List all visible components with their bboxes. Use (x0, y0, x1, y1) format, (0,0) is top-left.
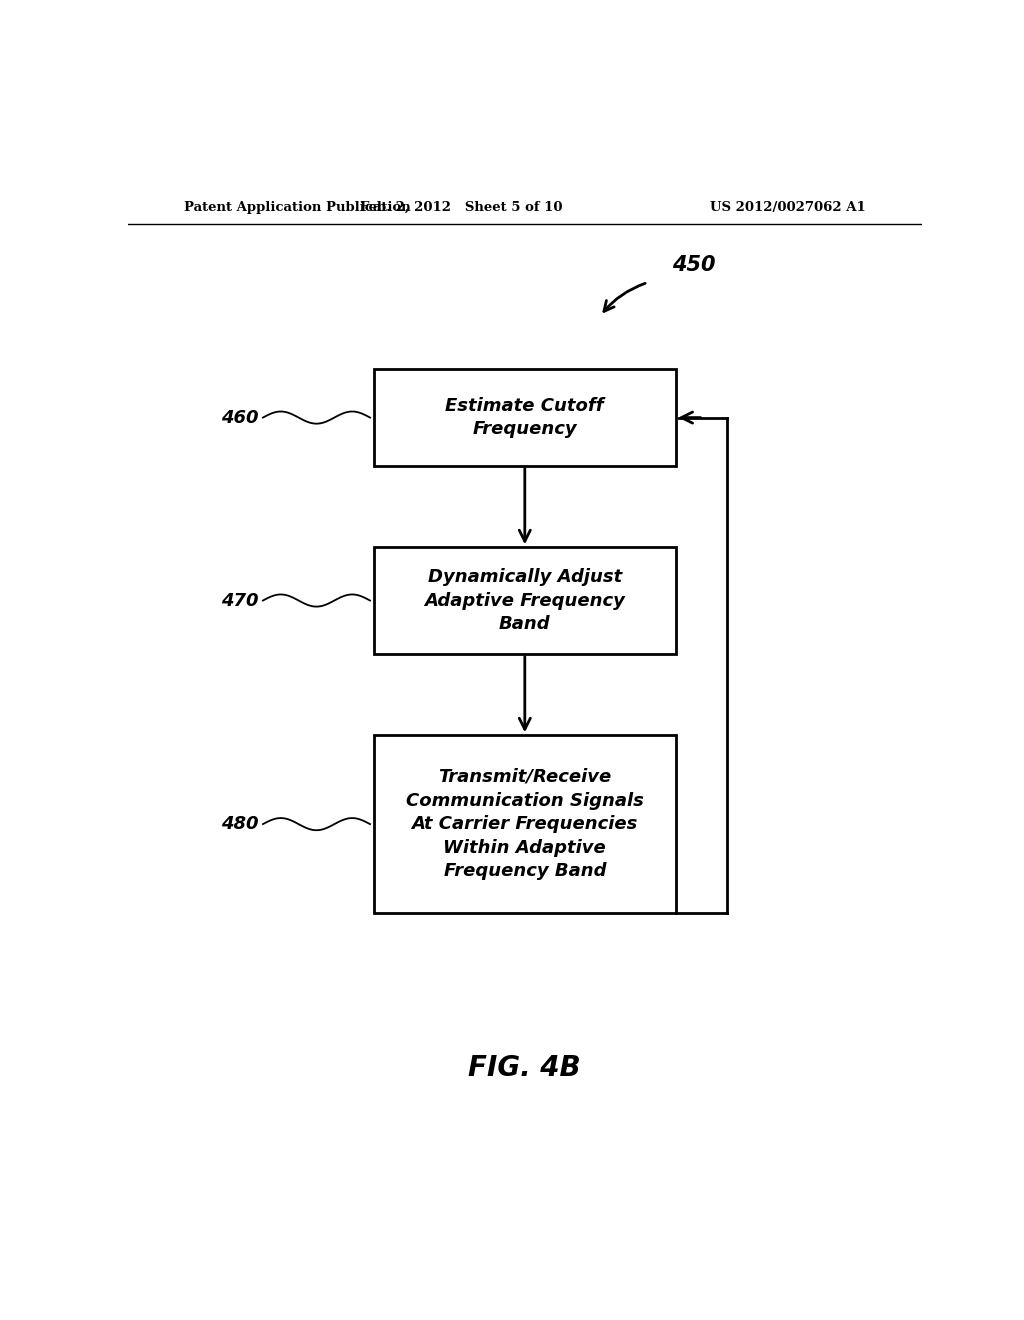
Text: FIG. 4B: FIG. 4B (469, 1055, 581, 1082)
Bar (374, 548, 676, 653)
Text: US 2012/0027062 A1: US 2012/0027062 A1 (711, 201, 866, 214)
Bar (374, 735, 676, 913)
Text: 470: 470 (221, 591, 259, 610)
Text: 480: 480 (221, 816, 259, 833)
Text: Patent Application Publication: Patent Application Publication (183, 201, 411, 214)
Bar (374, 370, 676, 466)
Text: Feb. 2, 2012   Sheet 5 of 10: Feb. 2, 2012 Sheet 5 of 10 (360, 201, 562, 214)
Text: Estimate Cutoff
Frequency: Estimate Cutoff Frequency (445, 397, 604, 438)
Text: 450: 450 (672, 255, 715, 275)
Text: 460: 460 (221, 409, 259, 426)
Text: Transmit/Receive
Communication Signals
At Carrier Frequencies
Within Adaptive
Fr: Transmit/Receive Communication Signals A… (406, 768, 644, 880)
Text: Dynamically Adjust
Adaptive Frequency
Band: Dynamically Adjust Adaptive Frequency Ba… (424, 568, 626, 634)
